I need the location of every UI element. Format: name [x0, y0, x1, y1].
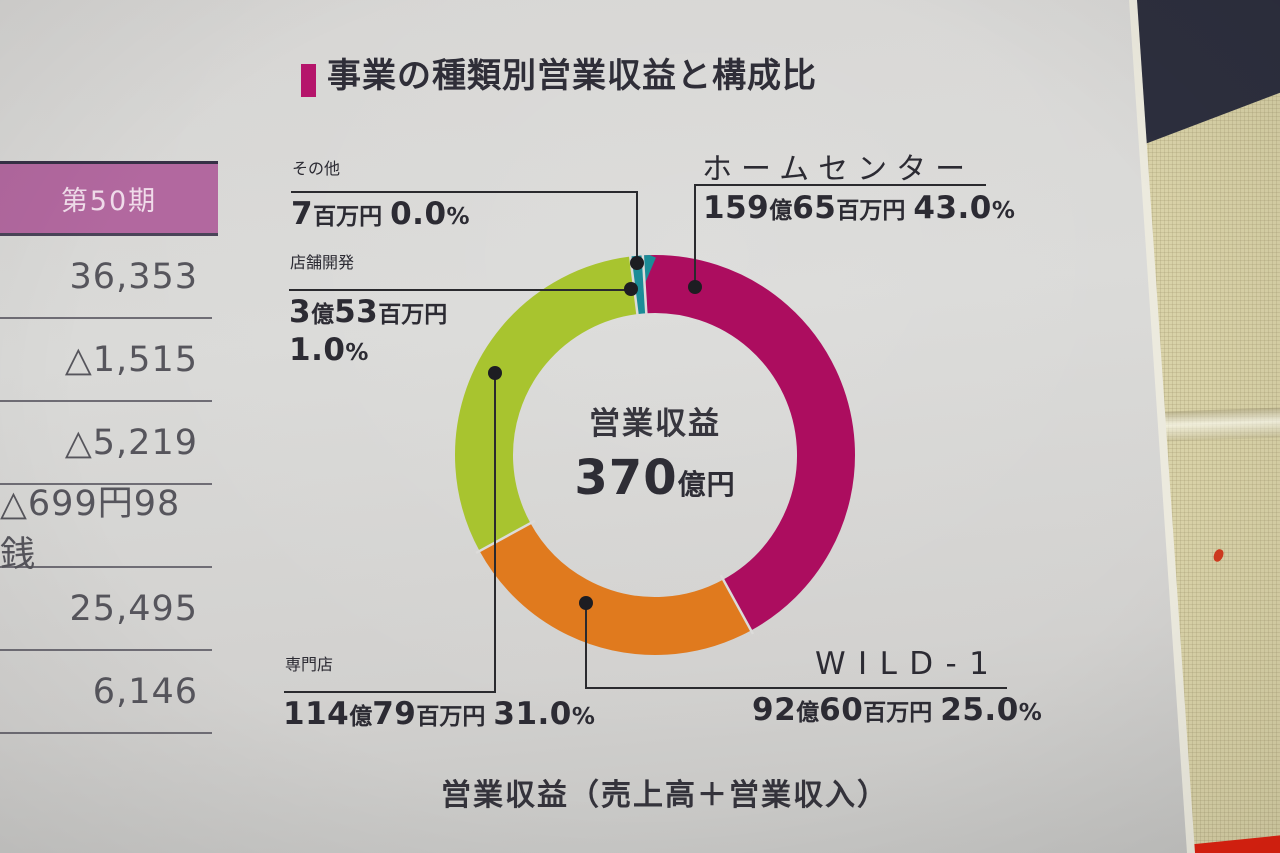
period-table-header: 第50期: [0, 161, 218, 236]
donut-center-text: 営業収益 370億円: [455, 398, 855, 506]
callout-label-senmonten: 専門店: [285, 655, 334, 674]
title-bullet-icon: [301, 64, 316, 97]
callout-label-sonota: その他: [292, 159, 341, 178]
callout-value-wild1: 92億60百万円 25.0%: [752, 692, 1042, 728]
total-value: 370: [574, 450, 678, 506]
donut-center-value: 370億円: [455, 450, 855, 506]
section-title-block: 事業の種類別営業収益と構成比: [301, 56, 817, 97]
table-row: △5,219: [0, 402, 212, 485]
period-table-rows: 36,353 △1,515 △5,219 △699円98銭 25,495 6,1…: [0, 236, 212, 734]
callout-label-wild1: WILD-1: [815, 646, 1002, 682]
period-table: 第50期 36,353 △1,515 △5,219 △699円98銭 25,49…: [0, 161, 218, 734]
callout-percent-tenpokaihatsu: 1.0%: [289, 332, 369, 368]
table-row: 36,353: [0, 236, 212, 319]
table-row: 6,146: [0, 651, 212, 734]
callout-label-tenpokaihatsu: 店舗開発: [290, 253, 355, 272]
callout-value-homecenter: 159億65百万円 43.0%: [703, 190, 1015, 226]
callout-label-homecenter: ホームセンター: [702, 152, 975, 187]
donut-center-label: 営業収益: [589, 406, 721, 442]
table-row: △699円98銭: [0, 484, 212, 575]
chart-footnote: 営業収益（売上高＋営業収入）: [441, 778, 889, 813]
callout-value-senmonten: 114億79百万円 31.0%: [283, 696, 595, 732]
total-unit: 億円: [677, 468, 736, 501]
page-title: 事業の種類別営業収益と構成比: [327, 56, 817, 96]
table-row: 25,495: [0, 568, 212, 651]
callout-amount-tenpokaihatsu: 3億53百万円: [289, 294, 448, 330]
callout-value-sonota: 7百万円 0.0%: [291, 196, 470, 232]
table-row: △1,515: [0, 319, 212, 402]
